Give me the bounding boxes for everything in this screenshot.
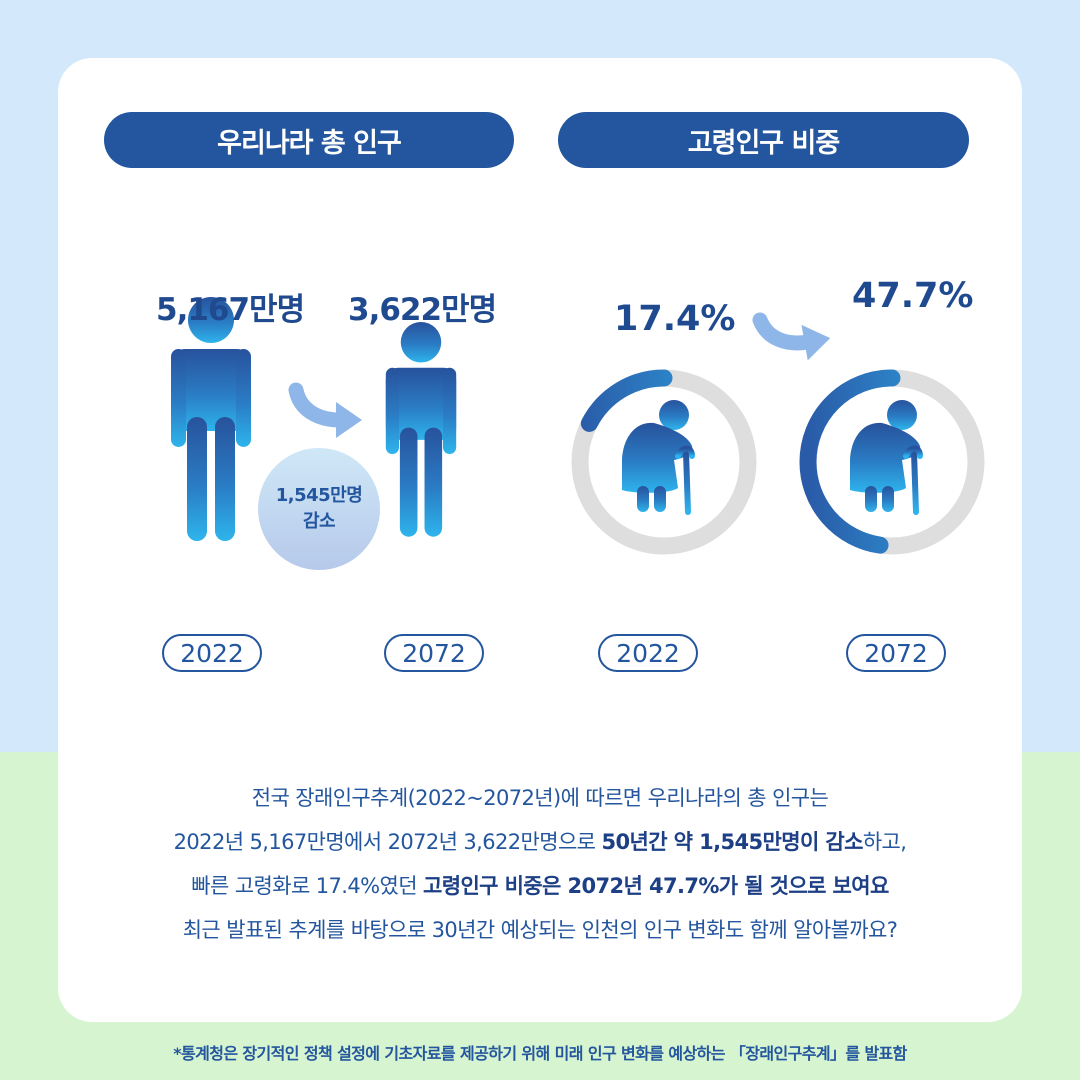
elderly-ratio-2022-value: 17.4% xyxy=(614,299,736,339)
population-title-pill: 우리나라 총 인구 xyxy=(104,112,514,168)
description-highlight-decrease: 50년간 약 1,545만명이 감소 xyxy=(601,830,863,854)
description-text: 전국 장래인구추계(2022~2072년)에 따르면 우리나라의 총 인구는 2… xyxy=(58,776,1022,952)
year-badge-elderly-2072: 2072 xyxy=(846,634,946,672)
person-2072-icon xyxy=(385,322,457,537)
year-badge-elderly-2022: 2022 xyxy=(598,634,698,672)
elderly-ratio-ring-2022 xyxy=(571,369,757,555)
elderly-person-2022-icon xyxy=(622,400,692,512)
description-line-1: 전국 장래인구추계(2022~2072년)에 따르면 우리나라의 총 인구는 xyxy=(251,786,829,810)
description-line-2-end: 하고, xyxy=(862,830,907,854)
increase-arrow-icon xyxy=(760,309,833,368)
year-badge-population-2022: 2022 xyxy=(162,634,262,672)
population-2022-value: 5,167만명 xyxy=(156,292,305,328)
decrease-label: 감소 xyxy=(302,511,336,532)
elderly-ratio-arc-2022 xyxy=(571,369,757,555)
elderly-person-2072-icon xyxy=(850,400,920,512)
population-2072-value: 3,622만명 xyxy=(348,292,497,328)
elderly-ratio-title-pill: 고령인구 비중 xyxy=(558,112,969,168)
description-line-4: 최근 발표된 추계를 바탕으로 30년간 예상되는 인천의 인구 변화도 함께 … xyxy=(182,918,898,942)
elderly-ratio-arc-2072 xyxy=(799,369,985,555)
elderly-ratio-2072-value: 47.7% xyxy=(852,276,974,316)
person-2022-icon xyxy=(171,297,251,541)
description-line-2: 2022년 5,167만명에서 2072년 3,622만명으로 50년간 약 1… xyxy=(58,820,1022,864)
decrease-amount: 1,545만명 xyxy=(275,485,363,506)
population-decrease-bubble: 1,545만명 감소 xyxy=(258,448,380,570)
population-title: 우리나라 총 인구 xyxy=(217,127,402,159)
description-highlight-elderly: 고령인구 비중은 2072년 47.7%가 될 것으로 보여요 xyxy=(423,874,889,898)
elderly-ratio-ring-2072 xyxy=(799,369,985,555)
elderly-ratio-title: 고령인구 비중 xyxy=(687,127,840,159)
description-line-3: 빠른 고령화로 17.4%였던 고령인구 비중은 2072년 47.7%가 될 … xyxy=(58,864,1022,908)
decrease-arrow-icon xyxy=(296,390,362,438)
year-badge-population-2072: 2072 xyxy=(384,634,484,672)
description-line-2-text: 2022년 5,167만명에서 2072년 3,622만명으로 xyxy=(173,830,602,854)
description-line-3-text: 빠른 고령화로 17.4%였던 xyxy=(191,874,423,898)
footnote: *통계청은 장기적인 정책 설정에 기초자료를 제공하기 위해 미래 인구 변화… xyxy=(173,1044,907,1063)
